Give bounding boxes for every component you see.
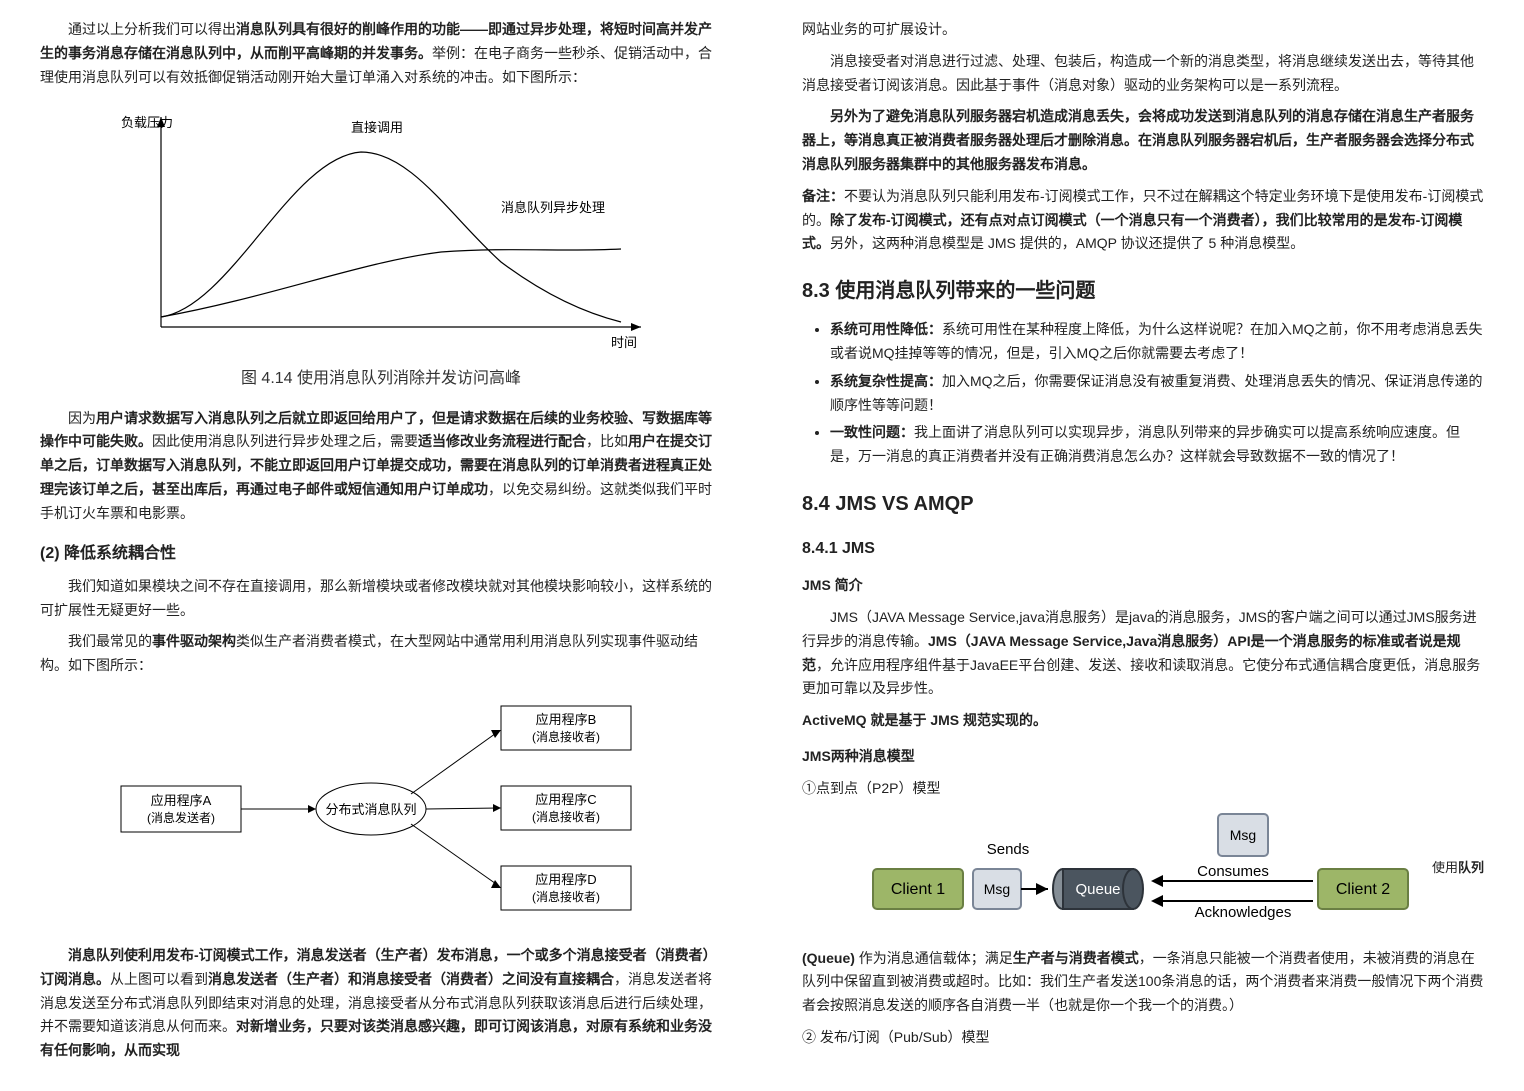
x-axis-label: 时间 <box>611 335 637 350</box>
svg-text:Consumes: Consumes <box>1197 863 1269 880</box>
model-1-label: ①点到点（P2P）模型 <box>802 777 1484 801</box>
load-chart: 负载压力 时间 直接调用 消息队列异步处理 <box>101 97 661 357</box>
text: 我上面讲了消息队列可以实现异步，消息队列带来的异步确实可以提高系统响应速度。但是… <box>830 424 1460 464</box>
text: ，比如 <box>586 433 628 449</box>
list-item: 系统复杂性提高：加入MQ之后，你需要保证消息没有被重复消费、处理消息丢失的情况、… <box>830 370 1484 418</box>
text: 作为消息通信载体；满足 <box>859 950 1013 966</box>
y-axis-label: 负载压力 <box>121 115 173 130</box>
paragraph-3: 我们知道如果模块之间不存在直接调用，那么新增模块或者修改模块就对其他模块影响较小… <box>40 575 722 623</box>
curve-async <box>161 249 621 317</box>
svg-text:应用程序C: 应用程序C <box>535 792 596 807</box>
text: 因为 <box>68 410 96 426</box>
bold-text: 系统可用性降低： <box>830 321 942 337</box>
right-column: 网站业务的可扩展设计。 消息接受者对消息进行过滤、处理、包装后，构造成一个新的消… <box>762 0 1524 1091</box>
text: 我们最常见的 <box>68 633 152 649</box>
svg-text:Queue: Queue <box>1075 881 1120 898</box>
bold-text: 生产者与消费者模式 <box>1013 950 1139 966</box>
jms-paragraph-1: JMS（JAVA Message Service,java消息服务）是java的… <box>802 606 1484 701</box>
top-cut: 网站业务的可扩展设计。 <box>802 18 1484 42</box>
svg-text:(消息接收者): (消息接收者) <box>532 809 600 824</box>
intro-paragraph: 通过以上分析我们可以得出消息队列具有很好的削峰作用的功能——即通过异步处理，将短… <box>40 18 722 89</box>
bold-text: 系统复杂性提高： <box>830 373 942 389</box>
svg-text:(消息发送者): (消息发送者) <box>147 810 215 825</box>
queue-paragraph: (Queue) 作为消息通信载体；满足生产者与消费者模式，一条消息只能被一个消费… <box>802 947 1484 1018</box>
svg-text:应用程序B: 应用程序B <box>536 712 597 727</box>
bold-text: 另外为了避免消息队列服务器宕机造成消息丢失，会将成功发送到消息队列的消息存储在消… <box>802 108 1474 172</box>
text: 另外，这两种消息模型是 JMS 提供的，AMQP 协议还提供了 5 种消息模型。 <box>830 235 1304 251</box>
paragraph-5: 消息队列使利用发布-订阅模式工作，消息发送者（生产者）发布消息，一个或多个消息接… <box>40 944 722 1063</box>
svg-text:应用程序D: 应用程序D <box>535 872 596 887</box>
use-queue-label: 使用使用队列队列 <box>1432 857 1484 879</box>
heading-8-4-1: 8.4.1 JMS <box>802 535 1484 562</box>
curve-direct <box>161 152 621 322</box>
svg-text:应用程序A: 应用程序A <box>151 793 212 808</box>
jms-paragraph-2: ActiveMQ 就是基于 JMS 规范实现的。 <box>802 709 1484 733</box>
svg-text:Client 2: Client 2 <box>1336 881 1390 898</box>
pubsub-diagram: 应用程序A (消息发送者) 分布式消息队列 应用程序B (消息接收者) 应用程序… <box>101 686 661 936</box>
svg-text:Acknowledges: Acknowledges <box>1195 904 1292 921</box>
right-para2: 另外为了避免消息队列服务器宕机造成消息丢失，会将成功发送到消息队列的消息存储在消… <box>802 105 1484 176</box>
problems-list: 系统可用性降低：系统可用性在某种程度上降低，为什么这样说呢？在加入MQ之前，你不… <box>830 318 1484 469</box>
bold-text: 事件驱动架构 <box>152 633 236 649</box>
model-2-label: ② 发布/订阅（Pub/Sub）模型 <box>802 1026 1484 1050</box>
chart-caption: 图 4.14 使用消息队列消除并发访问高峰 <box>40 365 722 392</box>
svg-text:分布式消息队列: 分布式消息队列 <box>325 802 416 817</box>
paragraph-4: 我们最常见的事件驱动架构类似生产者消费者模式，在大型网站中通常用利用消息队列实现… <box>40 630 722 678</box>
left-column: 通过以上分析我们可以得出消息队列具有很好的削峰作用的功能——即通过异步处理，将短… <box>0 0 762 1091</box>
bold-text: (Queue) <box>802 950 859 966</box>
heading-8-4: 8.4 JMS VS AMQP <box>802 487 1484 521</box>
paragraph-2: 因为用户请求数据写入消息队列之后就立即返回给用户了，但是请求数据在后续的业务校验… <box>40 407 722 526</box>
text: 因此使用消息队列进行异步处理之后，需要 <box>152 433 418 449</box>
bold-text: ActiveMQ 就是基于 JMS 规范实现的。 <box>802 712 1047 728</box>
svg-text:Msg: Msg <box>984 881 1010 897</box>
list-item: 一致性问题：我上面讲了消息队列可以实现异步，消息队列带来的异步确实可以提高系统响… <box>830 421 1484 469</box>
bold-text: 消息发送者（生产者）和消息接受者（消费者）之间没有直接耦合 <box>208 971 614 987</box>
jms-models-heading: JMS两种消息模型 <box>802 745 1484 769</box>
list-item: 系统可用性降低：系统可用性在某种程度上降低，为什么这样说呢？在加入MQ之前，你不… <box>830 318 1484 366</box>
svg-text:Client 1: Client 1 <box>891 881 945 898</box>
svg-text:(消息接收者): (消息接收者) <box>532 889 600 904</box>
heading-8-3: 8.3 使用消息队列带来的一些问题 <box>802 274 1484 308</box>
svg-text:(消息接收者): (消息接收者) <box>532 729 600 744</box>
svg-text:Sends: Sends <box>987 841 1030 858</box>
jms-intro-heading: JMS 简介 <box>802 574 1484 598</box>
text: 从上图可以看到 <box>110 971 208 987</box>
heading-decouple: (2) 降低系统耦合性 <box>40 540 722 567</box>
right-para1: 消息接受者对消息进行过滤、处理、包装后，构造成一个新的消息类型，将消息继续发送出… <box>802 50 1484 98</box>
text: ，允许应用程序组件基于JavaEE平台创建、发送、接收和读取消息。它使分布式通信… <box>802 657 1480 697</box>
note-label: 备注： <box>802 188 844 204</box>
bold-text: 一致性问题： <box>830 424 914 440</box>
curve2-label: 消息队列异步处理 <box>501 200 605 215</box>
note-paragraph: 备注：不要认为消息队列只能利用发布-订阅模式工作，只不过在解耦这个特定业务环境下… <box>802 185 1484 256</box>
p2p-diagram: Client 1 Msg Sends Queue Msg Consumes Ac… <box>863 809 1423 939</box>
text: 通过以上分析我们可以得出 <box>68 21 236 37</box>
svg-text:Msg: Msg <box>1230 827 1256 843</box>
curve1-label: 直接调用 <box>351 120 403 135</box>
bold-text: 适当修改业务流程进行配合 <box>418 433 586 449</box>
